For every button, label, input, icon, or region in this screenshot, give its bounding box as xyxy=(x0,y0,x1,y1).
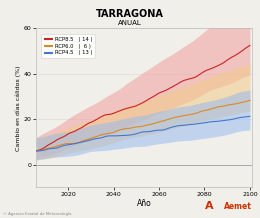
Text: ANUAL: ANUAL xyxy=(118,20,142,26)
X-axis label: Año: Año xyxy=(137,199,152,208)
Text: TARRAGONA: TARRAGONA xyxy=(96,9,164,19)
Y-axis label: Cambio en días cálidos (%): Cambio en días cálidos (%) xyxy=(15,65,21,151)
Text: Aemet: Aemet xyxy=(224,203,252,211)
Text: A: A xyxy=(205,201,213,211)
Legend: RCP8.5   ( 14 ), RCP6.0   (  6 ), RCP4.5   ( 13 ): RCP8.5 ( 14 ), RCP6.0 ( 6 ), RCP4.5 ( 13… xyxy=(41,34,95,58)
Text: © Agencia Estatal de Meteorología: © Agencia Estatal de Meteorología xyxy=(3,212,71,216)
